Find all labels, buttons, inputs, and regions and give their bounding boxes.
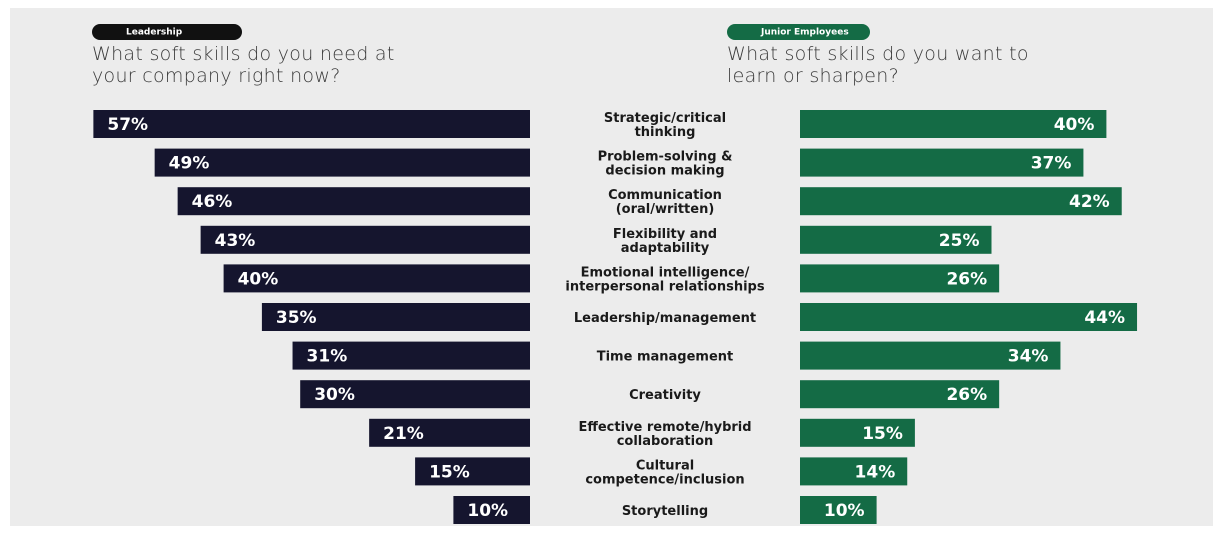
value-label: 10% [467, 501, 508, 521]
value-label: 15% [862, 424, 903, 444]
question: What soft skills do you want to learn or … [727, 43, 1029, 87]
category-label: Communication (oral/written) [608, 188, 722, 217]
value-label: 30% [314, 385, 355, 405]
category-label: Cultural competence/inclusion [585, 458, 744, 487]
value-label: 40% [238, 269, 279, 289]
bar [292, 341, 530, 370]
bar [415, 457, 530, 486]
bar [800, 264, 1000, 293]
bar [800, 225, 992, 254]
category-label: Problem-solving & decision making [598, 150, 733, 179]
value-label: 25% [939, 231, 980, 251]
bar [300, 380, 530, 409]
bar [800, 341, 1061, 370]
value-label: 10% [824, 501, 865, 521]
legend-pill [727, 24, 870, 40]
bar [800, 303, 1138, 331]
value-label: 35% [276, 308, 317, 328]
value-label: 37% [1031, 154, 1072, 174]
category-label: Creativity [629, 388, 701, 403]
bar [154, 148, 530, 177]
bar [800, 496, 877, 524]
category-label: Emotional intelligence/interpersonal rel… [565, 265, 764, 294]
bar [800, 457, 908, 486]
value-label: 40% [1054, 115, 1095, 135]
bar [223, 264, 530, 293]
value-label: 26% [946, 385, 987, 405]
value-label: 43% [215, 231, 256, 251]
category-label: Effective remote/hybrid collaboration [578, 420, 751, 449]
category-label: Flexibility and adaptability [613, 227, 717, 256]
value-label: 46% [192, 192, 233, 212]
bar [800, 380, 1000, 409]
bar [800, 110, 1107, 138]
value-label: 49% [169, 154, 210, 174]
legend-label: Leadership [126, 28, 183, 38]
category-label: Storytelling [622, 504, 708, 519]
value-label: 14% [855, 462, 896, 482]
value-label: 42% [1069, 192, 1110, 212]
bar [369, 418, 530, 447]
value-label: 31% [307, 347, 348, 367]
value-label: 26% [946, 269, 987, 289]
legend-pill [92, 24, 242, 40]
bar [177, 187, 530, 216]
bar [800, 418, 915, 447]
bar [800, 148, 1084, 177]
value-label: 21% [383, 424, 424, 444]
bar [453, 496, 530, 524]
bar [261, 303, 530, 331]
bar [200, 225, 530, 254]
panel [10, 8, 1213, 526]
bar [93, 110, 530, 138]
question: What soft skills do you need at your comp… [92, 43, 395, 87]
value-label: 34% [1008, 347, 1049, 367]
value-label: 57% [107, 115, 148, 135]
value-label: 15% [429, 462, 470, 482]
category-label: Time management [597, 350, 734, 365]
legend-label: Junior Employees [760, 28, 849, 38]
category-label: Strategic/critical thinking [604, 111, 726, 140]
category-label: Leadership/management [574, 311, 756, 326]
value-label: 44% [1084, 308, 1125, 328]
bar [800, 187, 1122, 216]
